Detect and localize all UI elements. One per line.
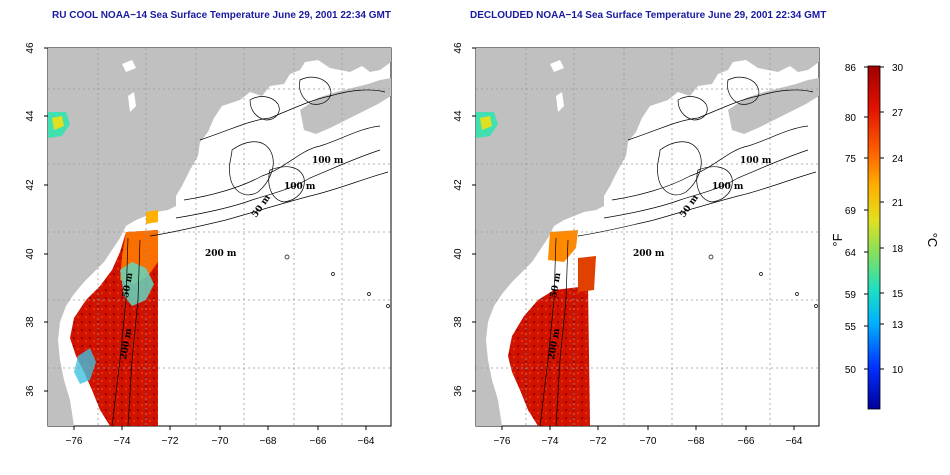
seamount-marker [367, 292, 371, 296]
land-mass [476, 48, 819, 426]
colorbar-tick-c: 13 [892, 320, 904, 331]
lat-tick-label: 38 [25, 316, 36, 328]
sst-patch-gulf-maine-core [480, 116, 492, 130]
axis-ticks-left [44, 47, 367, 430]
grid-lines-right [476, 48, 819, 426]
lat-tick-label: 44 [25, 110, 36, 122]
axis-ticks-right [472, 47, 795, 430]
lon-tick-label: −74 [114, 436, 131, 447]
contour-label: 50 m [121, 272, 135, 299]
lon-tick-label: −68 [260, 436, 277, 447]
grid-lines-left [48, 48, 391, 426]
colorbar-tick-c: 24 [892, 154, 904, 165]
nova-scotia [728, 78, 819, 134]
seamount-marker [386, 304, 390, 308]
sst-patch-gulf-maine-core [52, 116, 64, 130]
lat-tick-label: 40 [25, 248, 36, 260]
colorbar-tick-f: 75 [845, 154, 857, 165]
lat-tick-label: 44 [453, 110, 464, 122]
colorbar-tick-f: 59 [845, 290, 857, 301]
contour-label: 50 m [549, 272, 563, 299]
colorbar-tick-f: 86 [845, 63, 857, 74]
contour-label: 100 m [284, 182, 316, 192]
lat-tick-label: 36 [25, 385, 36, 397]
colorbar-tick-c: 30 [892, 63, 904, 74]
contour-label: 100 m [312, 156, 344, 166]
lon-tick-label: −66 [738, 436, 755, 447]
lon-tick-label: −64 [786, 436, 803, 447]
island [556, 92, 564, 112]
sst-patch-north [146, 210, 158, 224]
colorbar-tick-f: 69 [845, 206, 857, 217]
seamount-marker [708, 254, 714, 260]
seamount-marker [759, 272, 763, 276]
map-panel-left: 100 m 100 m 50 m 200 m 50 m 200 m 46 44 … [25, 42, 392, 447]
colorbar-unit-celsius: °C [925, 233, 940, 248]
land-mass [48, 48, 391, 426]
island [128, 92, 136, 112]
seamount-marker [284, 254, 290, 260]
colorbar-unit-fahrenheit: °F [830, 233, 845, 246]
island [550, 60, 564, 72]
colorbar-tick-c: 21 [892, 198, 904, 209]
lon-tick-label: −68 [688, 436, 705, 447]
sst-cool-streaks-2 [74, 348, 96, 384]
lat-tick-label: 40 [453, 248, 464, 260]
colorbar-tick-c: 10 [892, 365, 904, 376]
colorbar-tick-f: 55 [845, 322, 857, 333]
lat-tick-label: 42 [453, 179, 464, 191]
colorbar-tick-f: 64 [845, 248, 857, 259]
bathymetry-contours-right [539, 76, 817, 427]
sst-swath [508, 286, 590, 426]
lon-tick-label: −66 [310, 436, 327, 447]
contour-label: 200 m [633, 249, 665, 259]
lon-tick-label: −64 [358, 436, 375, 447]
lon-tick-label: −74 [542, 436, 559, 447]
contour-label: 100 m [712, 182, 744, 192]
colorbar-scale [867, 65, 881, 410]
lon-tick-label: −76 [66, 436, 83, 447]
sst-warm-patches [578, 256, 596, 292]
seamount-marker [814, 304, 818, 308]
lon-tick-label: −70 [640, 436, 657, 447]
lon-tick-label: −72 [590, 436, 607, 447]
lat-tick-label: 36 [453, 385, 464, 397]
colorbar-tick-f: 80 [845, 113, 857, 124]
lon-tick-label: −72 [162, 436, 179, 447]
colorbar-tick-f: 50 [845, 365, 857, 376]
colorbar-tick-c: 27 [892, 108, 904, 119]
lat-tick-label: 38 [453, 316, 464, 328]
colorbar-tick-c: 18 [892, 244, 904, 255]
seamount-marker [795, 292, 799, 296]
lat-tick-label: 46 [453, 42, 464, 54]
colorbar-tick-c: 15 [892, 289, 904, 300]
lat-tick-label: 42 [25, 179, 36, 191]
sst-cool-streaks [120, 262, 154, 306]
colorbar-ticks [864, 66, 884, 370]
lon-tick-label: −76 [494, 436, 511, 447]
bathymetry-contours-left [111, 76, 389, 427]
map-title-right: DECLOUDED NOAA−14 Sea Surface Temperatur… [470, 10, 827, 21]
nova-scotia [300, 78, 391, 134]
contour-label: 100 m [740, 156, 772, 166]
map-panel-right: 100 m 100 m 50 m 200 m 50 m 200 m 46 44 … [453, 42, 820, 447]
lat-tick-label: 46 [25, 42, 36, 54]
contour-label: 200 m [205, 249, 237, 259]
seamount-marker [331, 272, 335, 276]
colorbar: 86 80 75 69 64 59 55 50 30 27 24 21 18 1… [830, 63, 940, 410]
map-title-left: RU COOL NOAA−14 Sea Surface Temperature … [52, 10, 391, 21]
lon-tick-label: −70 [212, 436, 229, 447]
island [122, 60, 136, 72]
